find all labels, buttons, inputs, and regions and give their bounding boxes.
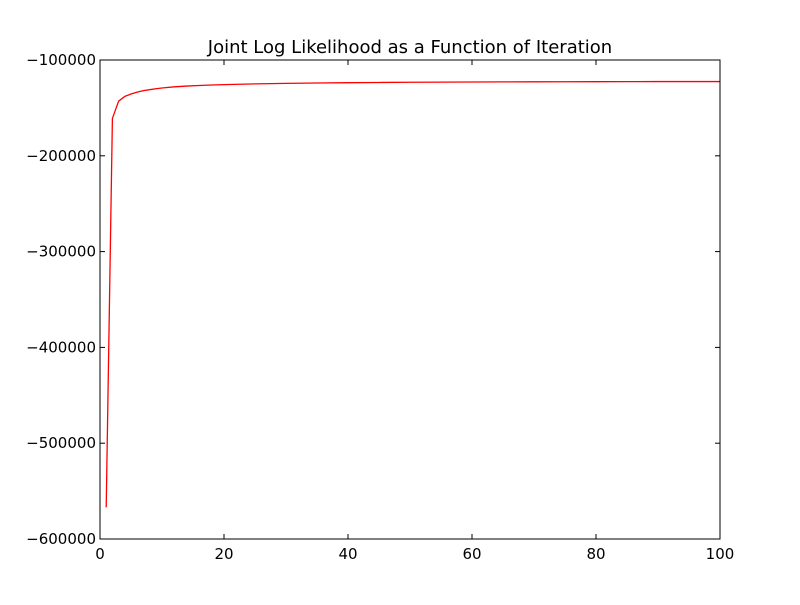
y-tick-label: −600000 <box>26 530 96 548</box>
y-tick-label: −200000 <box>26 147 96 165</box>
x-tick-label: 100 <box>706 545 735 563</box>
x-tick-label: 60 <box>462 545 481 563</box>
y-tick-label: −500000 <box>26 434 96 452</box>
plot-frame <box>99 59 721 540</box>
x-tick-label: 20 <box>214 545 233 563</box>
x-tick-label: 80 <box>586 545 605 563</box>
series-layer <box>105 80 721 508</box>
y-tick-label: −400000 <box>26 338 96 356</box>
axis-ticks: 0 20 40 60 80 100 −100000 −200000 −300000 −400000… <box>26 51 734 563</box>
series-line <box>105 80 721 508</box>
x-tick-label: 0 <box>95 545 105 563</box>
chart-title: Joint Log Likelihood as a Function of It… <box>207 37 612 58</box>
y-tick-label: −300000 <box>26 243 96 261</box>
y-tick-label: −100000 <box>26 51 96 69</box>
x-tick-label: 40 <box>338 545 357 563</box>
